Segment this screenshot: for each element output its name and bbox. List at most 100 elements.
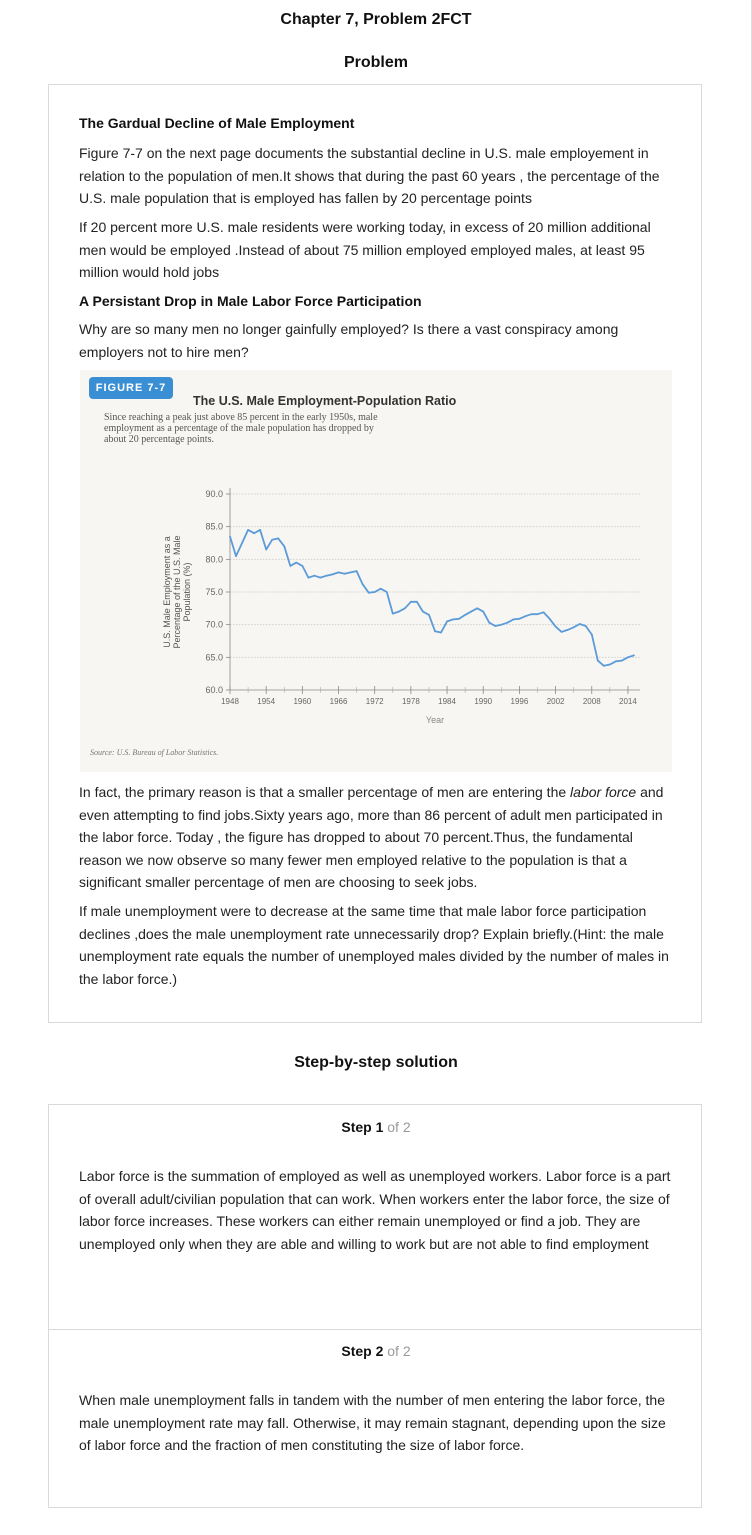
data-point	[518, 617, 521, 620]
data-point	[614, 660, 617, 663]
data-point	[229, 535, 231, 538]
x-tick-label: 1972	[366, 697, 384, 706]
figure-7-7: FIGURE 7-7 The U.S. Male Employment-Popu…	[80, 370, 672, 772]
data-point	[265, 548, 268, 551]
data-point	[361, 583, 364, 586]
y-tick-label: 65.0	[205, 652, 223, 662]
data-point	[367, 591, 370, 594]
data-point	[428, 613, 430, 616]
data-point	[633, 654, 635, 657]
problem-box	[48, 84, 702, 1023]
problem-heading: Problem	[343, 54, 408, 71]
problem-paragraph-4: In fact, the primary reason is that a sm…	[79, 781, 679, 894]
data-point	[295, 561, 298, 564]
y-tick-label: 60.0	[205, 685, 223, 695]
data-point	[560, 630, 563, 633]
x-tick-label: 1948	[221, 697, 239, 706]
data-point	[307, 576, 310, 579]
step-2-text: When male unemployment falls in tandem w…	[79, 1392, 666, 1453]
data-point	[247, 529, 249, 531]
data-point	[373, 591, 376, 593]
data-point	[434, 630, 436, 633]
y-tick-label: 80.0	[205, 554, 223, 564]
data-point	[590, 633, 593, 636]
data-point	[572, 626, 575, 629]
data-point	[259, 529, 262, 531]
data-point	[476, 607, 479, 610]
para4-text-b: and even attempting to find jobs.Sixty y…	[79, 784, 664, 890]
problem-paragraph-3: Why are so many men no longer gainfully …	[79, 321, 619, 360]
data-point	[488, 621, 491, 624]
para4-text-a: In fact, the primary reason is that a sm…	[79, 784, 571, 800]
data-point	[277, 537, 280, 540]
data-point	[536, 613, 539, 616]
step-2-label: Step 2	[341, 1343, 384, 1359]
data-point	[452, 618, 454, 621]
data-point	[627, 656, 629, 659]
data-point	[385, 591, 388, 593]
data-point	[506, 621, 509, 624]
data-point	[440, 631, 442, 634]
data-point	[482, 610, 485, 613]
x-tick-label: 1996	[511, 697, 529, 706]
step-2-header: Step 2 of 2	[0, 1343, 752, 1359]
problem-paragraph-2: If 20 percent more U.S. male residents w…	[79, 219, 651, 280]
y-tick-label: 75.0	[205, 587, 223, 597]
step-1-label: Step 1	[341, 1119, 384, 1135]
data-point	[379, 587, 382, 590]
data-point	[464, 613, 467, 616]
data-point	[301, 564, 304, 567]
data-point	[325, 574, 328, 577]
data-point	[271, 538, 274, 541]
step-2-count: of 2	[387, 1343, 411, 1359]
y-axis-label: Population (%)	[182, 562, 192, 621]
data-point	[584, 625, 587, 627]
data-point	[566, 628, 569, 631]
problem-paragraph-5: If male unemployment were to decrease at…	[79, 903, 669, 987]
data-point	[355, 570, 358, 572]
x-tick-label: 1984	[438, 697, 456, 706]
data-point	[337, 571, 340, 574]
y-axis-label: U.S. Male Employment as a	[162, 536, 172, 648]
data-point	[235, 555, 237, 557]
figure-caption: Since reaching a peak just above 85 perc…	[104, 412, 378, 445]
problem-subheading-participation: A Persistant Drop in Male Labor Force Pa…	[79, 293, 422, 309]
data-point	[422, 610, 424, 613]
labor-force-emphasis: labor force	[570, 784, 637, 800]
data-point	[313, 574, 316, 577]
step-1-text: Labor force is the summation of employed…	[79, 1168, 671, 1252]
y-tick-label: 90.0	[205, 489, 223, 499]
data-point	[349, 571, 352, 574]
data-point	[319, 576, 322, 579]
x-axis-label: Year	[426, 715, 444, 725]
data-point	[512, 618, 515, 621]
data-point	[578, 623, 581, 625]
data-point	[458, 617, 461, 620]
x-tick-label: 1954	[257, 697, 275, 706]
x-tick-label: 1966	[330, 697, 348, 706]
solution-box	[48, 1104, 702, 1508]
data-point	[494, 625, 497, 627]
data-point	[403, 607, 406, 610]
employment-ratio-line	[229, 529, 635, 667]
data-point	[554, 625, 557, 628]
solution-heading: Step-by-step solution	[294, 1054, 458, 1071]
page-title: Chapter 7, Problem 2FCT	[280, 11, 472, 28]
x-tick-label: 1978	[402, 697, 420, 706]
data-point	[331, 573, 334, 576]
data-point	[548, 617, 551, 620]
step-1-count: of 2	[387, 1119, 411, 1135]
data-point	[241, 542, 243, 544]
y-tick-label: 85.0	[205, 522, 223, 532]
data-point	[409, 600, 412, 603]
problem-paragraph-1: Figure 7-7 on the next page documents th…	[79, 145, 660, 206]
data-point	[500, 623, 503, 626]
data-point	[608, 663, 611, 666]
x-tick-label: 1990	[474, 697, 492, 706]
data-point	[446, 620, 448, 623]
x-tick-label: 1960	[293, 697, 311, 706]
data-point	[596, 659, 599, 662]
data-point	[283, 545, 286, 548]
figure-title: The U.S. Male Employment-Population Rati…	[193, 394, 457, 408]
problem-subheading-decline: The Gardual Decline of Male Employment	[79, 115, 355, 131]
